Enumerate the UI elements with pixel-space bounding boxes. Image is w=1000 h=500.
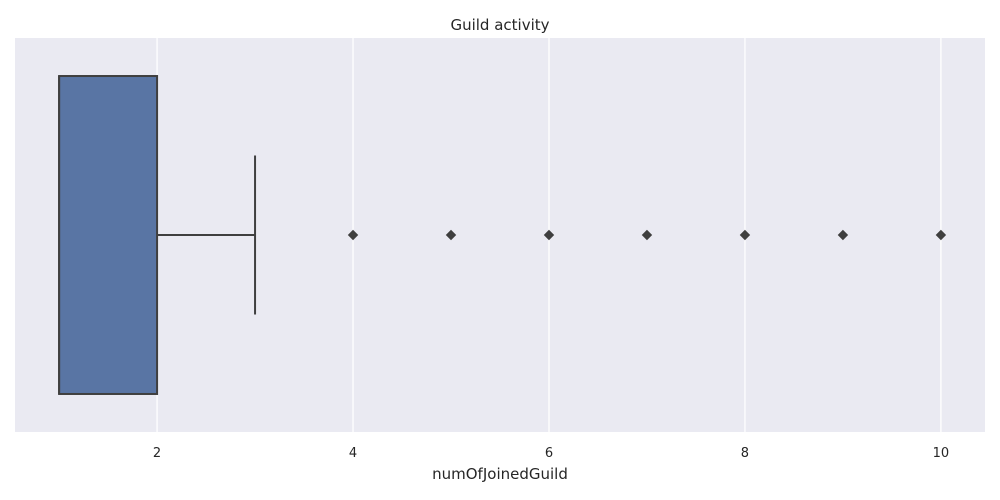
outlier-points — [347, 229, 947, 241]
outlier-point-8 — [739, 229, 751, 241]
x-tick-label-2: 2 — [153, 446, 161, 461]
x-tick-label-4: 4 — [349, 446, 357, 461]
x-tick-label-8: 8 — [741, 446, 749, 461]
x-tick-label-6: 6 — [545, 446, 553, 461]
x-axis-ticks: 2 4 6 8 10 — [153, 446, 949, 461]
outlier-point-10 — [935, 229, 947, 241]
outlier-point-9 — [837, 229, 849, 241]
outlier-point-7 — [641, 229, 653, 241]
iqr-box — [58, 75, 159, 395]
outlier-point-4 — [347, 229, 359, 241]
chart-title: Guild activity — [450, 16, 549, 34]
outlier-point-6 — [543, 229, 555, 241]
x-axis-label: numOfJoinedGuild — [432, 465, 568, 483]
outlier-point-5 — [445, 229, 457, 241]
x-tick-label-10: 10 — [933, 446, 950, 461]
boxplot — [58, 75, 257, 395]
